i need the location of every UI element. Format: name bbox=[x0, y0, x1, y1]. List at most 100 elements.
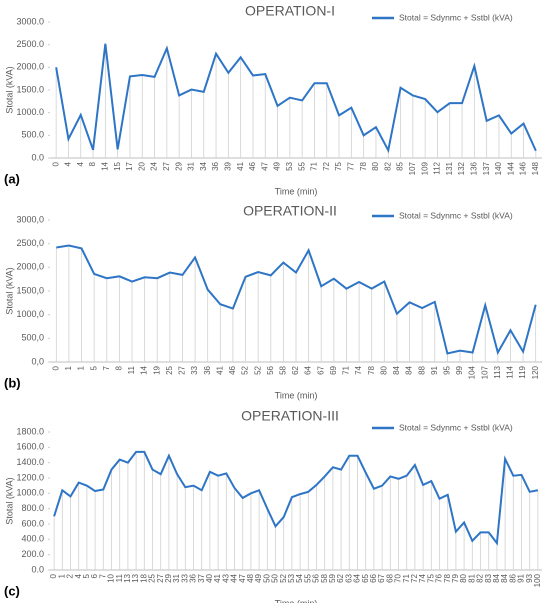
x-tick-label: 83 bbox=[484, 573, 493, 582]
x-tick-label: 13 bbox=[131, 573, 140, 582]
x-tick-label: 77 bbox=[346, 161, 355, 170]
x-tick-label: 82 bbox=[476, 573, 485, 582]
x-tick-label: 107 bbox=[408, 161, 417, 175]
x-tick-label: 93 bbox=[525, 573, 534, 582]
legend-label: Stotal = Sdynmc + Sstbl (kVA) bbox=[399, 12, 513, 22]
x-tick-label: 18 bbox=[139, 573, 148, 582]
x-axis-label: Time (min) bbox=[275, 390, 318, 400]
y-tick-label: 1000,0 bbox=[16, 309, 44, 319]
y-tick-label: 1500,0 bbox=[16, 285, 44, 295]
x-tick-label: 52 bbox=[279, 573, 288, 582]
y-tick-label: 3000.0 bbox=[16, 16, 44, 26]
x-tick-label: 29 bbox=[174, 161, 183, 170]
x-tick-label: 80 bbox=[379, 365, 388, 374]
x-tick-label: 136 bbox=[469, 161, 478, 175]
x-tick-label: 36 bbox=[189, 573, 198, 582]
y-tick-label: 2500,0 bbox=[16, 238, 44, 248]
y-tick-label: 1400.0 bbox=[16, 457, 44, 467]
x-tick-label: 19 bbox=[152, 365, 161, 374]
y-axis-label: Stotal (kVA) bbox=[4, 66, 14, 113]
x-tick-label: 4 bbox=[64, 161, 73, 166]
x-tick-label: 40 bbox=[205, 573, 214, 582]
x-tick-label: 2 bbox=[66, 573, 75, 578]
x-tick-label: 27 bbox=[162, 161, 171, 170]
x-tick-label: 56 bbox=[312, 573, 321, 582]
x-axis-label: Time (min) bbox=[275, 186, 318, 196]
x-tick-label: 29 bbox=[164, 573, 173, 582]
x-tick-label: 84 bbox=[392, 365, 401, 374]
x-tick-label: 79 bbox=[451, 573, 460, 582]
x-tick-label: 114 bbox=[506, 365, 515, 378]
x-tick-label: 11 bbox=[127, 365, 136, 374]
y-tick-label: 2000.0 bbox=[16, 62, 44, 72]
x-tick-label: 33 bbox=[180, 573, 189, 582]
x-tick-label: 41 bbox=[215, 365, 224, 374]
x-tick-label: 6 bbox=[90, 573, 99, 578]
x-tick-label: 91 bbox=[430, 365, 439, 374]
x-tick-label: 100 bbox=[533, 573, 542, 587]
x-tick-label: 41 bbox=[236, 161, 245, 170]
x-tick-label: 46 bbox=[248, 161, 257, 170]
x-tick-label: 47 bbox=[260, 161, 269, 170]
x-tick-label: 5 bbox=[89, 365, 98, 370]
x-tick-label: 44 bbox=[230, 573, 239, 582]
x-tick-label: 78 bbox=[443, 573, 452, 582]
x-tick-label: 78 bbox=[359, 161, 368, 170]
y-tick-label: 2500.0 bbox=[16, 39, 44, 49]
x-tick-label: 63 bbox=[344, 573, 353, 582]
x-tick-label: 109 bbox=[420, 161, 429, 175]
x-tick-label: 70 bbox=[394, 573, 403, 582]
y-axis-label: Stotal (kVA) bbox=[4, 267, 14, 314]
x-tick-label: 4 bbox=[74, 573, 83, 578]
x-tick-label: 140 bbox=[494, 161, 503, 175]
x-tick-label: 15 bbox=[113, 161, 122, 170]
x-tick-label: 53 bbox=[287, 573, 296, 582]
x-tick-label: 91 bbox=[517, 573, 526, 582]
x-tick-label: 1 bbox=[57, 573, 66, 578]
x-tick-label: 75 bbox=[334, 161, 343, 170]
x-tick-label: 1 bbox=[77, 365, 86, 370]
x-tick-label: 46 bbox=[228, 365, 237, 374]
x-tick-label: 74 bbox=[418, 573, 427, 582]
x-tick-label: 54 bbox=[295, 573, 304, 582]
x-tick-label: 55 bbox=[297, 161, 306, 170]
x-tick-label: 131 bbox=[445, 161, 454, 175]
x-tick-label: 86 bbox=[508, 573, 517, 582]
x-tick-label: 67 bbox=[377, 573, 386, 582]
x-tick-label: 71 bbox=[342, 365, 351, 374]
x-tick-label: 137 bbox=[482, 161, 491, 175]
x-tick-label: 68 bbox=[385, 573, 394, 582]
x-tick-label: 72 bbox=[322, 161, 331, 170]
chart-title: OPERATION-III bbox=[241, 408, 339, 424]
x-tick-label: 17 bbox=[125, 161, 134, 170]
x-tick-label: 67 bbox=[316, 365, 325, 374]
x-tick-label: 58 bbox=[278, 365, 287, 374]
x-tick-label: 25 bbox=[165, 365, 174, 374]
x-tick-label: 0 bbox=[49, 573, 58, 578]
x-axis-label: Time (min) bbox=[275, 598, 318, 603]
x-tick-label: 0 bbox=[51, 365, 60, 370]
x-tick-label: 104 bbox=[468, 365, 477, 379]
y-tick-label: 800.0 bbox=[21, 503, 44, 513]
x-tick-label: 24 bbox=[150, 161, 159, 170]
chart-title: OPERATION-II bbox=[243, 203, 337, 219]
legend-label: Stotal = Sdynmc + Sstbl (kVA) bbox=[399, 422, 513, 432]
x-tick-label: 120 bbox=[531, 365, 540, 379]
x-tick-label: 36 bbox=[203, 365, 212, 374]
y-tick-label: 1000.0 bbox=[16, 107, 44, 117]
x-tick-label: 11 bbox=[115, 573, 124, 582]
x-tick-label: 1 bbox=[64, 365, 73, 370]
x-tick-label: 69 bbox=[329, 365, 338, 374]
y-tick-label: 1000.0 bbox=[16, 488, 44, 498]
x-tick-label: 95 bbox=[442, 365, 451, 374]
x-tick-label: 36 bbox=[211, 161, 220, 170]
x-tick-label: 53 bbox=[285, 161, 294, 170]
series-line bbox=[55, 43, 537, 154]
x-tick-label: 85 bbox=[396, 161, 405, 170]
x-tick-label: 52 bbox=[241, 365, 250, 374]
x-tick-label: 10 bbox=[107, 573, 116, 582]
y-tick-label: 500.0 bbox=[21, 130, 44, 140]
x-tick-label: 65 bbox=[361, 573, 370, 582]
x-tick-label: 7 bbox=[98, 573, 107, 578]
x-tick-label: 72 bbox=[410, 573, 419, 582]
